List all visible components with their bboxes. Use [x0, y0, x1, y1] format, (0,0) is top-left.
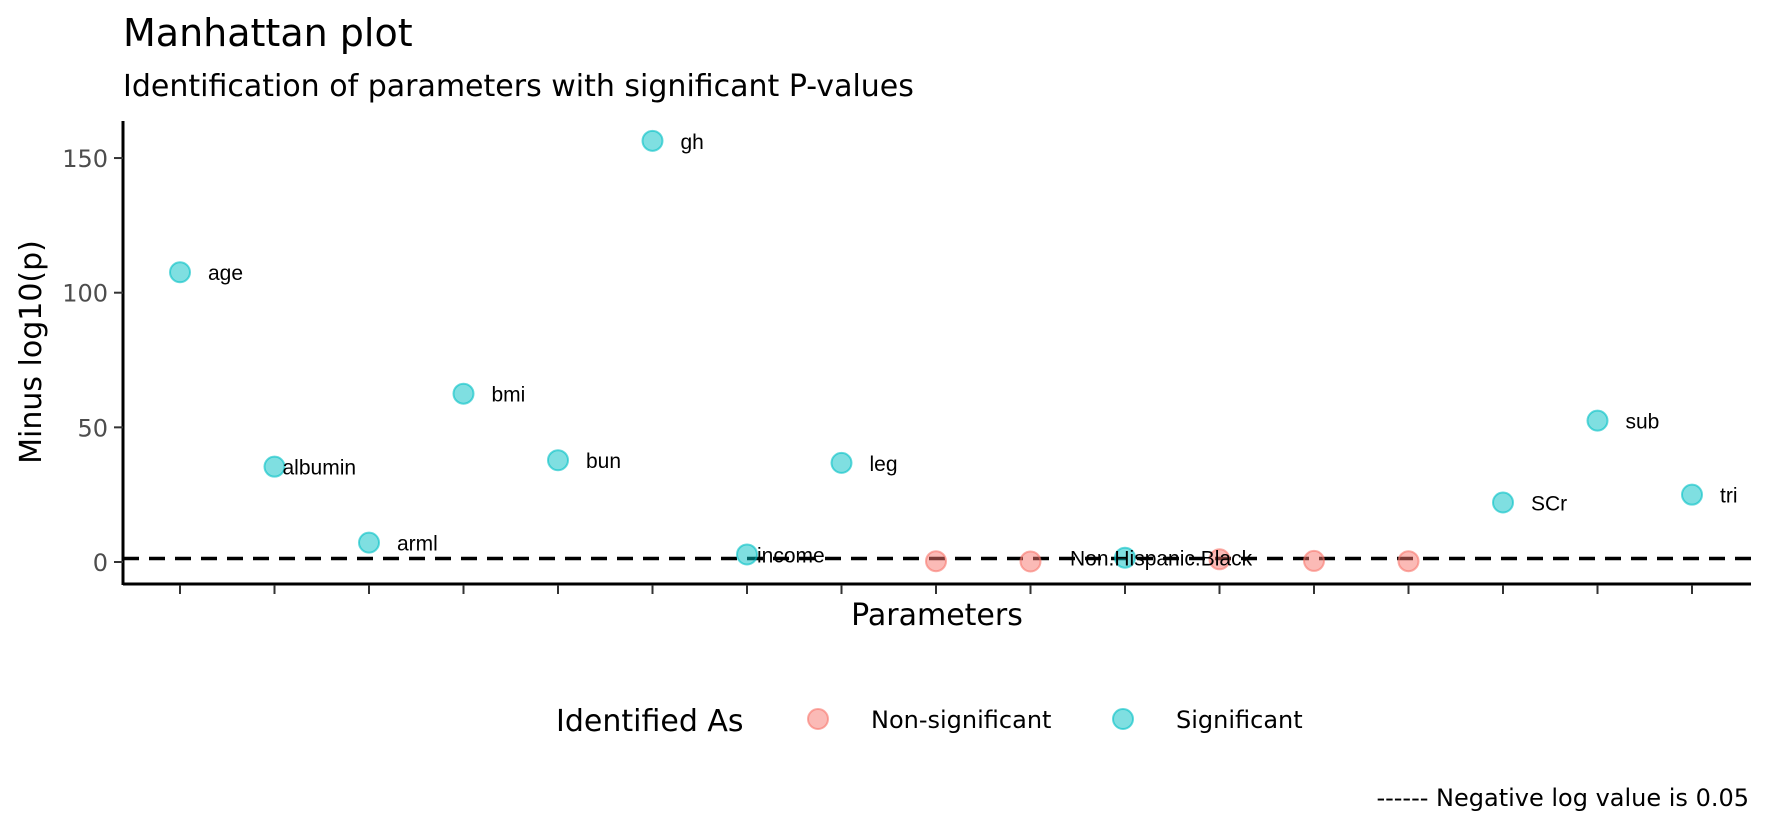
- point-unlabeled-12: [1208, 548, 1231, 571]
- point-label-leg: leg: [870, 453, 898, 476]
- point-label-bun: bun: [586, 450, 621, 473]
- point-label-scr: SCr: [1531, 492, 1567, 515]
- point-label-tri: tri: [1720, 485, 1738, 508]
- point-scr: [1492, 491, 1514, 514]
- point-gh: [641, 129, 664, 152]
- points-layer: [169, 129, 1703, 573]
- y-ticks: 0 50 100 150: [62, 145, 123, 577]
- point-label-gh: gh: [681, 131, 704, 154]
- point-label-income: income: [757, 544, 825, 567]
- point-unlabeled-9: [925, 550, 947, 573]
- point-albumin: [263, 455, 286, 478]
- y-axis-title: Minus log10(p): [14, 240, 49, 464]
- y-tick-label: 0: [93, 549, 108, 577]
- point-age: [169, 261, 191, 284]
- legend-key-non-significant: [807, 708, 829, 730]
- point-label-bmi: bmi: [492, 384, 526, 407]
- y-tick-label: 150: [62, 145, 108, 173]
- point-income: [736, 543, 758, 566]
- legend: Identified As Non-significant Significan…: [556, 704, 1303, 739]
- x-ticks: [179, 585, 1693, 594]
- point-arml: [358, 531, 380, 554]
- point-label-age: age: [208, 262, 243, 285]
- point-unlabeled-10: [1019, 550, 1042, 573]
- legend-label-significant: Significant: [1176, 706, 1303, 734]
- point-bmi: [452, 382, 475, 405]
- point-unlabeled-14: [1397, 550, 1420, 573]
- point-sub: [1586, 409, 1609, 432]
- chart-subtitle: Identification of parameters with signif…: [123, 69, 914, 104]
- point-label-non-hispanic-black: Non.Hispanic.Black: [1070, 548, 1253, 571]
- chart-title: Manhattan plot: [123, 11, 413, 55]
- y-tick-label: 50: [77, 414, 108, 442]
- point-unlabeled-13: [1303, 549, 1325, 572]
- point-label-sub: sub: [1626, 411, 1660, 434]
- legend-label-non-significant: Non-significant: [871, 706, 1051, 734]
- point-bun: [547, 449, 569, 472]
- point-non-hispanic-black: [1114, 546, 1136, 569]
- point-tri: [1681, 483, 1703, 506]
- legend-title: Identified As: [556, 704, 744, 739]
- point-label-arml: arml: [397, 533, 438, 556]
- legend-key-significant: [1112, 708, 1134, 730]
- axes-layer: [121, 121, 1751, 586]
- x-axis-title: Parameters: [851, 598, 1023, 633]
- point-leg: [830, 451, 853, 474]
- chart-caption: ------ Negative log value is 0.05: [1376, 784, 1749, 812]
- y-tick-label: 100: [62, 280, 108, 308]
- point-label-albumin: albumin: [283, 457, 357, 480]
- point-labels-layer: age albumin arml bmi bun gh income leg Non.Hispa…: [208, 131, 1738, 571]
